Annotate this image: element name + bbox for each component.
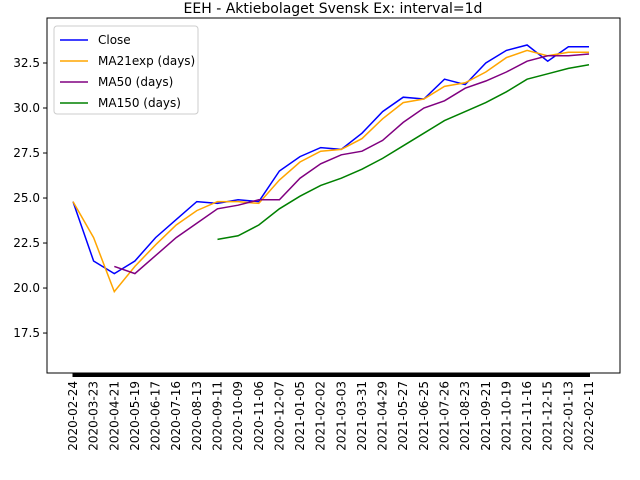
series-line — [217, 64, 590, 241]
x-tick-label: 2021-05-27 — [396, 381, 410, 451]
x-tick-label: 2021-06-25 — [417, 381, 431, 451]
legend-label: MA21exp (days) — [98, 54, 195, 68]
x-tick-label: 2021-12-15 — [541, 381, 555, 451]
x-tick-label: 2021-03-03 — [334, 381, 348, 451]
x-tick-label: 2020-09-11 — [210, 381, 224, 451]
x-tick-label: 2020-08-13 — [190, 381, 204, 451]
x-tick-label: 2020-05-19 — [128, 381, 142, 451]
x-tick-label: 2021-10-19 — [499, 381, 513, 451]
x-tick-label: 2021-03-31 — [355, 381, 369, 451]
series-line — [114, 53, 590, 275]
y-tick-label: 20.0 — [13, 281, 40, 295]
y-tick-label: 27.5 — [13, 146, 40, 160]
y-tick-label: 17.5 — [13, 326, 40, 340]
series-line — [72, 49, 589, 294]
legend-label: MA150 (days) — [98, 96, 181, 110]
x-tick-label: 2020-02-24 — [66, 381, 80, 451]
x-tick-label: 2022-02-11 — [582, 381, 596, 451]
legend-box — [53, 25, 199, 115]
x-tick-label: 2020-11-06 — [252, 381, 266, 451]
x-tick-label: 2021-01-05 — [293, 381, 307, 451]
x-tick-label: 2021-07-26 — [438, 381, 452, 451]
x-tick-label: 2020-03-23 — [87, 381, 101, 451]
minor-ticks — [73, 373, 590, 377]
y-tick-label: 22.5 — [13, 236, 40, 250]
chart-title: EEH - Aktiebolaget Svensk Ex: interval=1… — [184, 1, 483, 17]
y-tick-label: 30.0 — [13, 101, 40, 115]
series-line — [72, 44, 589, 275]
x-tick-label: 2021-11-16 — [520, 381, 534, 451]
x-tick-label: 2021-04-29 — [376, 381, 390, 451]
y-tick-label: 32.5 — [13, 56, 40, 70]
x-tick-label: 2020-10-09 — [231, 381, 245, 451]
x-tick-label: 2021-09-21 — [479, 381, 493, 451]
x-tick-label: 2021-08-23 — [458, 381, 472, 451]
x-tick-label: 2020-06-17 — [149, 381, 163, 451]
x-tick-label: 2020-12-07 — [272, 381, 286, 451]
legend-label: Close — [98, 33, 131, 47]
x-tick-label: 2020-04-21 — [107, 381, 121, 451]
x-tick-label: 2022-01-13 — [561, 381, 575, 451]
legend-label: MA50 (days) — [98, 75, 173, 89]
x-tick-label: 2021-02-02 — [314, 381, 328, 451]
y-tick-label: 25.0 — [13, 191, 40, 205]
x-tick-label: 2020-07-16 — [169, 381, 183, 451]
